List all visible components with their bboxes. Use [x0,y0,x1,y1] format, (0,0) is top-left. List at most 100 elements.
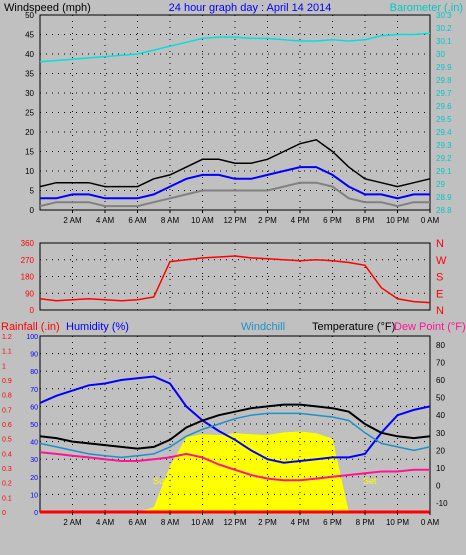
x-tick-label: 4 AM [96,216,115,225]
direction-tick: 360 [21,239,35,248]
temperature-axis-label: Temperature (°F) [312,321,395,333]
temp-tick: 20 [436,446,445,455]
direction-tick: 270 [21,256,35,265]
windspeed-axis-label: Windspeed (mph) [4,2,91,14]
temp-tick: 0 [436,482,441,491]
humidity-tick: 100 [26,334,38,341]
humidity-tick: 50 [30,422,38,429]
temp-tick: 10 [436,464,445,473]
barometer-tick: 29.9 [436,63,452,72]
temp-tick: 80 [436,341,445,350]
temp-ticks: -10 0 10 20 30 40 50 60 70 80 [436,341,448,508]
barometer-tick: 29.8 [436,76,452,85]
barometer-tick: 29.3 [436,141,452,150]
windspeed-ticks: 0 5 10 15 20 25 30 35 40 45 50 [25,11,34,215]
x-tick-label: 6 AM [128,518,147,527]
rain-tick: 0.3 [2,466,12,473]
graph-title: 24 hour graph day : April 14 2014 [169,2,332,14]
top-chart: Windspeed (mph) 24 hour graph day : Apri… [4,2,463,225]
x-tick-label: 2 AM [63,518,82,527]
x-tick-label: 10 PM [386,216,409,225]
temperature-chart: Rainfall (.in) Humidity (%) Windchill Te… [1,321,466,527]
barometer-tick: 30 [436,50,445,59]
humidity-tick: 0 [34,510,38,517]
windspeed-tick: 10 [25,167,34,176]
humidity-tick: 30 [30,457,38,464]
x-tick-label: 0 AM [421,518,440,527]
direction-tick: 90 [25,289,34,298]
rain-tick: 0.8 [2,393,12,400]
top-series [39,32,431,208]
bottom-x-ticks: 2 AM 4 AM 6 AM 8 AM 10 AM 12 PM 2 PM 4 PM 6 PM 8 … [63,512,439,527]
humidity-ticks: 0 10 20 30 40 50 60 70 80 90 100 [26,334,38,517]
rain-tick: 0.6 [2,422,12,429]
humidity-tick: 20 [30,475,38,482]
x-tick-label: 8 AM [161,518,180,527]
windspeed-tick: 20 [25,128,34,137]
direction-series [39,255,431,304]
windspeed-tick: 45 [25,31,34,40]
x-tick-label: 4 PM [291,216,310,225]
windspeed-tick: 50 [25,11,34,20]
humidity-tick: 70 [30,387,38,394]
x-tick-label: 6 AM [128,216,147,225]
windchill-line [39,412,431,459]
barometer-ticks: 28.8 28.9 29 29.1 29.2 29.3 29.4 29.5 29.6 29.7 29… [436,11,452,215]
humidity-tick: 40 [30,440,38,447]
rain-tick: 0.4 [2,451,12,458]
x-tick-label: 2 PM [258,518,277,527]
rain-tick: 0.5 [2,437,12,444]
compass-letter: N [436,238,444,250]
direction-grid [40,243,430,310]
direction-ticks: 0 90 180 270 360 [21,239,35,315]
temp-tick: 60 [436,376,445,385]
windspeed-tick: 0 [30,206,35,215]
barometer-tick: 28.8 [436,206,452,215]
temperature-line [39,403,431,450]
barometer-tick: 29.2 [436,154,452,163]
compass-letter: N [436,305,444,317]
x-tick-label: 10 PM [386,518,409,527]
rain-tick: 0.9 [2,378,12,385]
windspeed-tick: 25 [25,109,34,118]
solar-series [40,431,430,512]
compass-letter: E [436,288,443,300]
x-tick-label: 10 AM [191,216,214,225]
wind-speed-line [39,181,430,208]
dewpoint-line [39,451,430,482]
humidity-tick: 80 [30,369,38,376]
humidity-axis-label: Humidity (%) [66,321,129,333]
x-tick-label: 2 AM [63,216,82,225]
rain-tick: 0.7 [2,407,12,414]
top-x-ticks: 2 AM 4 AM 6 AM 8 AM 10 AM 12 PM 2 PM 4 PM 6 PM 8 … [63,210,439,225]
wind-gust-line [39,138,431,188]
x-tick-label: 6 PM [323,518,342,527]
barometer-tick: 29.1 [436,167,452,176]
barometer-tick: 29.5 [436,115,452,124]
rain-tick: 1 [2,363,6,370]
rain-tick: 1.2 [2,334,12,341]
windspeed-tick: 15 [25,148,34,157]
x-tick-label: 8 PM [356,518,375,527]
rain-ticks: 0 0.1 0.2 0.3 0.4 0.5 0.6 0.7 0.8 0.9 1 1.1 1.2 [2,334,12,517]
direction-tick: 180 [21,273,35,282]
sunrise-label: Sun Rise [153,476,190,486]
barometer-tick: 29.6 [436,102,452,111]
rain-tick: 1.1 [2,349,12,356]
humidity-tick: 10 [30,492,38,499]
x-tick-label: 4 AM [96,518,115,527]
compass-letter: S [436,272,443,284]
barometer-line [39,32,431,63]
windspeed-tick: 35 [25,70,34,79]
barometer-tick: 29.7 [436,89,452,98]
barometer-tick: 30.3 [436,11,452,20]
temp-tick: -10 [436,499,448,508]
x-tick-label: 12 PM [223,518,246,527]
barometer-axis-label: Barometer (.in) [390,2,463,14]
direction-line [39,255,431,304]
wind-avg-line [40,166,430,200]
temp-tick: 40 [436,411,445,420]
